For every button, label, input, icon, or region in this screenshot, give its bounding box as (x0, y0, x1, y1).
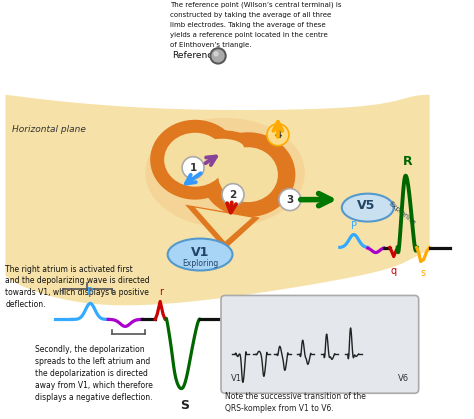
Text: The right atrium is activated first
and the depolarizing wave is directed
toward: The right atrium is activated first and … (5, 264, 150, 309)
Text: constructed by taking the average of all three: constructed by taking the average of all… (170, 12, 331, 18)
Polygon shape (185, 204, 260, 250)
Ellipse shape (145, 118, 305, 228)
Circle shape (222, 184, 244, 206)
Circle shape (182, 157, 204, 178)
Ellipse shape (150, 120, 240, 199)
Text: The reference point (Wilson’s central terminal) is: The reference point (Wilson’s central te… (170, 2, 342, 8)
Text: Note the successive transition of the
QRS-komplex from V1 to V6.: Note the successive transition of the QR… (225, 392, 366, 413)
Text: V1: V1 (191, 246, 209, 259)
Text: of Einthoven’s triangle.: of Einthoven’s triangle. (170, 42, 252, 48)
Ellipse shape (187, 130, 257, 165)
Text: yields a reference point located in the centre: yields a reference point located in the … (170, 32, 328, 38)
Circle shape (210, 48, 226, 64)
Ellipse shape (200, 139, 244, 157)
Circle shape (267, 124, 289, 146)
Text: r: r (159, 287, 163, 297)
Text: S: S (181, 399, 190, 412)
Text: P: P (351, 220, 357, 230)
Text: V5: V5 (356, 199, 375, 212)
Text: 1: 1 (190, 163, 197, 173)
Text: 3: 3 (286, 195, 293, 204)
Text: 2: 2 (229, 190, 237, 199)
Text: 4: 4 (274, 130, 282, 140)
Circle shape (279, 189, 301, 211)
Ellipse shape (168, 238, 233, 271)
Text: s: s (420, 267, 425, 277)
Text: limb electrodes. Taking the average of these: limb electrodes. Taking the average of t… (170, 22, 326, 28)
Polygon shape (195, 207, 252, 241)
Circle shape (212, 50, 224, 62)
Text: Horizontal plane: Horizontal plane (12, 125, 86, 134)
Text: V6: V6 (398, 374, 409, 383)
Text: V1: V1 (231, 374, 242, 383)
FancyBboxPatch shape (221, 295, 419, 393)
Ellipse shape (164, 133, 226, 186)
Ellipse shape (218, 147, 278, 202)
Text: q: q (391, 266, 397, 276)
Polygon shape (5, 95, 429, 305)
Text: R: R (403, 155, 412, 168)
Text: P: P (87, 287, 93, 297)
Ellipse shape (201, 132, 295, 217)
Text: Exploring: Exploring (182, 259, 218, 268)
Ellipse shape (342, 194, 394, 222)
Circle shape (214, 52, 218, 56)
Text: Secondly, the depolarization
spreads to the left atrium and
the depolarization i: Secondly, the depolarization spreads to … (36, 345, 153, 401)
Text: Reference: Reference (172, 52, 218, 60)
Text: Exploring: Exploring (388, 201, 417, 226)
